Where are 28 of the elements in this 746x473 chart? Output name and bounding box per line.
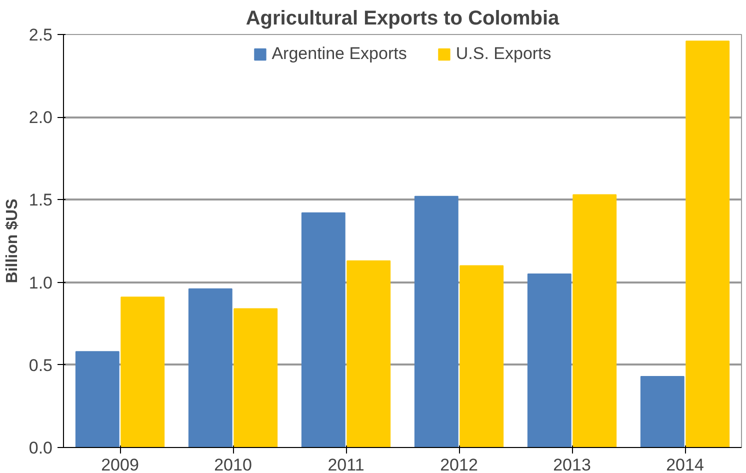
bar (572, 194, 617, 448)
y-tick-label: 2.0 (28, 108, 53, 128)
x-tick-label: 2009 (101, 456, 139, 473)
y-tick-label: 2.5 (28, 26, 53, 44)
x-tick-label: 2014 (666, 456, 704, 473)
y-tick-label: 0.5 (28, 356, 53, 375)
bar (234, 308, 278, 448)
bar (301, 212, 346, 448)
bar (527, 274, 572, 448)
y-axis-title: Billion $US (4, 198, 21, 284)
y-tick-label: 0.0 (28, 438, 53, 458)
x-tick-label: 2010 (214, 456, 252, 473)
x-tick-label: 2013 (553, 456, 591, 473)
bar (414, 196, 458, 448)
bar (120, 296, 165, 448)
x-tick-label: 2012 (440, 456, 478, 473)
y-tick-label: 1.0 (28, 273, 53, 292)
bar (346, 260, 391, 448)
legend-label: U.S. Exports (456, 44, 552, 64)
legend-label: Argentine Exports (272, 44, 407, 64)
bar (188, 288, 232, 448)
bar (460, 265, 504, 448)
bar (640, 376, 684, 448)
bar (686, 40, 730, 448)
y-tick-label: 1.5 (28, 190, 53, 210)
x-tick-label: 2011 (328, 456, 364, 473)
bar (75, 351, 120, 448)
chart-title: Agricultural Exports to Colombia (246, 8, 560, 30)
